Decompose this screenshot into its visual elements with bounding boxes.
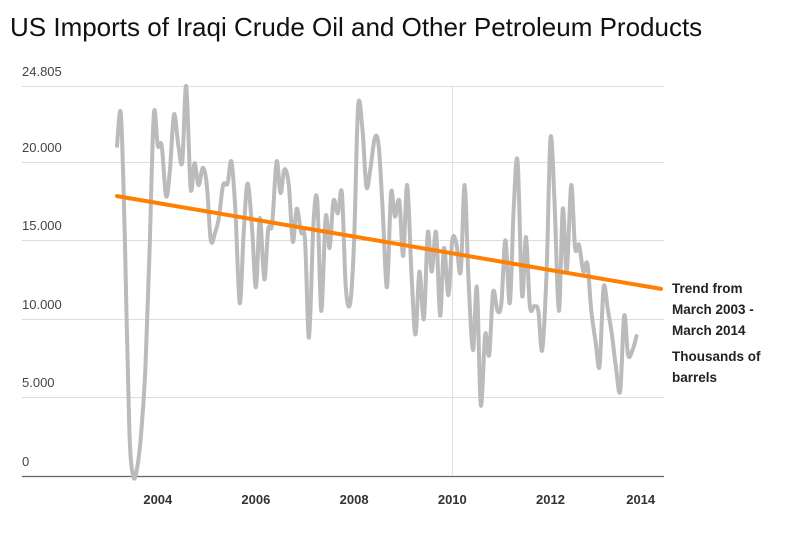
x-tick-label: 2012	[536, 492, 565, 507]
series	[115, 84, 663, 481]
y-tick-label: 15.000	[22, 218, 62, 233]
trend-annotation: Trend from March 2003 - March 2014	[672, 281, 754, 338]
y-tick-label: 5.000	[22, 375, 55, 390]
y-tick-label: 10.000	[22, 297, 62, 312]
trend-line	[115, 194, 663, 291]
y-tick-label: 24.805	[22, 64, 62, 79]
x-tick-label: 2010	[437, 492, 467, 507]
chart-title: US Imports of Iraqi Crude Oil and Other …	[10, 12, 703, 42]
imports-series-line	[115, 84, 639, 481]
units-annotation: Thousands of barrels	[672, 349, 761, 385]
x-tick-label: 2006	[241, 492, 271, 507]
y-tick-label: 20.000	[22, 140, 62, 155]
x-tick-label: 2004	[143, 492, 173, 507]
y-tick-label: 0	[22, 454, 30, 469]
x-tick-label: 2008	[339, 492, 369, 507]
x-tick-label: 2014	[626, 492, 656, 507]
